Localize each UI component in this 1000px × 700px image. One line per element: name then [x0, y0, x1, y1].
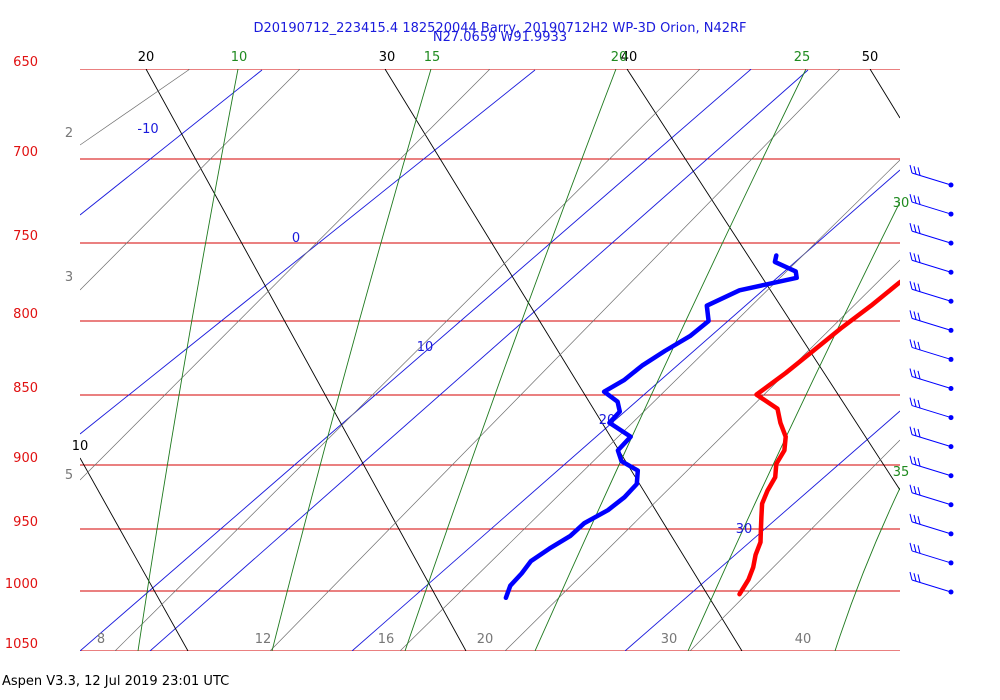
mixing-ratio-label: 25	[794, 50, 811, 65]
moist-adiabat-line	[689, 439, 900, 651]
moist-adiabat-line	[399, 159, 900, 651]
isotherm-label: 10	[417, 340, 434, 355]
wind-barb	[909, 368, 954, 391]
moist-adiabat-label: 40	[795, 632, 812, 647]
chart-subtitle: N27.0659 W91.9933	[433, 30, 567, 45]
chart-title: D20190712_223415.4 182520044 Barry, 2019…	[254, 21, 747, 36]
dry-adiabat-line	[145, 69, 467, 651]
wind-barb	[909, 455, 954, 479]
pressure-label-650: 650	[13, 55, 38, 70]
footer-text: Aspen V3.3, 12 Jul 2019 23:01 UTC	[2, 674, 229, 689]
mixing-ratio-line	[404, 69, 617, 651]
dewpoint-profile	[503, 253, 799, 601]
mixing-ratio-label: 20	[611, 50, 628, 65]
moist-adiabat-line	[114, 69, 701, 651]
mixing-ratio-label: 10	[231, 50, 248, 65]
dry-adiabat-line	[869, 69, 900, 119]
isotherm-label: 0	[292, 231, 300, 246]
wind-barb	[909, 571, 954, 595]
moist-adiabat-label: 5	[65, 468, 73, 483]
wind-barb	[909, 339, 954, 362]
mixing-ratio-line	[687, 201, 900, 651]
pressure-label-700: 700	[13, 145, 38, 160]
wind-barb	[909, 193, 954, 217]
moist-adiabat-line	[80, 69, 491, 481]
dry-adiabat-label: 10	[72, 439, 89, 454]
wind-barb	[909, 281, 954, 304]
dry-adiabat-label: 50	[862, 50, 879, 65]
isotherm-line	[80, 69, 263, 216]
wind-barb	[909, 223, 954, 246]
pressure-label-1050: 1050	[5, 637, 38, 652]
moist-adiabat-label: 3	[65, 270, 73, 285]
pressure-label-900: 900	[13, 451, 38, 466]
wind-barb	[909, 310, 954, 333]
isotherm-label: 30	[736, 522, 753, 537]
dry-adiabat-label: 30	[379, 50, 396, 65]
dry-adiabat-line	[80, 457, 189, 651]
mixing-ratio-line	[137, 69, 239, 651]
pressure-label-800: 800	[13, 307, 38, 322]
isotherm-line	[149, 69, 809, 651]
wind-barb	[909, 164, 954, 188]
dry-adiabat-line	[626, 69, 900, 491]
moist-adiabat-label: 20	[477, 632, 494, 647]
wind-barb	[909, 252, 954, 275]
mixing-ratio-label: 35	[893, 465, 910, 480]
moist-adiabat-line	[504, 259, 900, 651]
isotherm-line	[351, 169, 900, 651]
pressure-label-950: 950	[13, 515, 38, 530]
mixing-ratio-label: 30	[893, 196, 910, 211]
mixing-ratio-line	[534, 69, 807, 651]
wind-barb	[909, 397, 954, 421]
pressure-label-1000: 1000	[5, 577, 38, 592]
moist-adiabat-line	[80, 69, 191, 146]
wind-barb	[909, 426, 954, 450]
moist-adiabat-label: 30	[661, 632, 678, 647]
moist-adiabat-line	[80, 69, 301, 291]
temperature-profile	[737, 279, 900, 597]
moist-adiabat-label: 2	[65, 126, 73, 141]
isotherm-label: -10	[137, 122, 158, 137]
pressure-label-850: 850	[13, 381, 38, 396]
wind-barb	[909, 484, 954, 508]
moist-adiabat-label: 12	[255, 632, 272, 647]
moist-adiabat-label: 16	[378, 632, 395, 647]
dry-adiabat-line	[384, 69, 743, 651]
pressure-label-750: 750	[13, 229, 38, 244]
dry-adiabat-label: 20	[138, 50, 155, 65]
mixing-ratio-line	[834, 487, 900, 651]
mixing-ratio-label: 15	[424, 50, 441, 65]
isotherm-line	[80, 69, 752, 651]
moist-adiabat-line	[269, 69, 841, 651]
wind-barb	[909, 513, 954, 537]
dry-adiabat-label: 40	[621, 50, 638, 65]
mixing-ratio-line	[271, 69, 432, 651]
wind-barb	[909, 542, 954, 566]
moist-adiabat-label: 8	[97, 632, 105, 647]
